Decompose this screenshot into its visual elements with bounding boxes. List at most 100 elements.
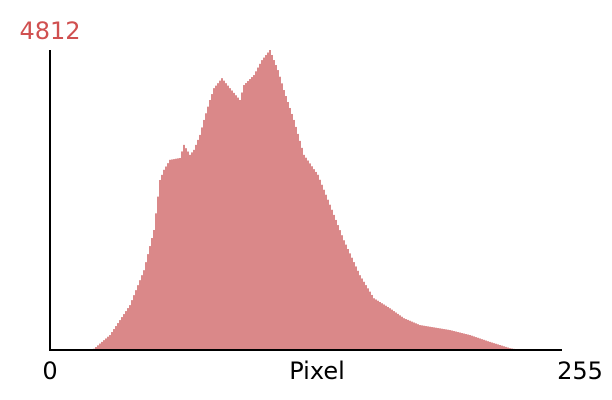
bar [473, 336, 475, 350]
bar [181, 151, 183, 350]
bar [475, 337, 477, 350]
x-tick-label: 255 [557, 357, 603, 385]
bar [197, 139, 199, 350]
bar [399, 315, 401, 350]
bar [323, 189, 325, 350]
bar [187, 151, 189, 350]
bar [121, 317, 123, 350]
bar [105, 338, 107, 350]
bar [179, 157, 181, 350]
bar [471, 335, 473, 350]
bar [441, 328, 443, 350]
bar [349, 253, 351, 350]
bar [397, 313, 399, 350]
bar [497, 344, 499, 350]
bar [171, 159, 173, 350]
bar [177, 158, 179, 350]
bar [115, 326, 117, 350]
bar [345, 244, 347, 350]
bar [321, 184, 323, 350]
bar [487, 341, 489, 350]
bar [95, 347, 97, 350]
bar [503, 346, 505, 350]
bar [305, 157, 307, 350]
bar [413, 322, 415, 350]
bar [131, 300, 133, 350]
bar [157, 196, 159, 350]
bar [403, 318, 405, 350]
bar [431, 327, 433, 350]
bar [155, 213, 157, 350]
bar [243, 85, 245, 350]
bar [465, 334, 467, 350]
bar [353, 262, 355, 350]
bar [217, 83, 219, 350]
bar [335, 219, 337, 350]
bar [203, 119, 205, 350]
bar [269, 50, 271, 350]
bar [127, 308, 129, 350]
bar [387, 306, 389, 350]
bar [215, 85, 217, 350]
bar [167, 163, 169, 350]
bar [143, 270, 145, 350]
bar [231, 90, 233, 351]
bar [279, 76, 281, 350]
bar [145, 262, 147, 350]
bar [315, 171, 317, 350]
bar [501, 345, 503, 350]
bar [415, 323, 417, 350]
bar [189, 154, 191, 350]
bar [289, 107, 291, 351]
bar [173, 159, 175, 350]
bar [343, 240, 345, 350]
bar [495, 343, 497, 350]
y-tick-label: 4812 [19, 17, 80, 45]
bar [165, 166, 167, 350]
bar [103, 340, 105, 350]
bar [411, 321, 413, 350]
bar [339, 230, 341, 350]
bar [317, 174, 319, 350]
bar [271, 54, 273, 351]
x-tick-label: 0 [42, 357, 57, 385]
bar [491, 342, 493, 350]
bar [221, 78, 223, 350]
bar [183, 144, 185, 350]
bar [331, 209, 333, 350]
bar [393, 311, 395, 350]
bar [383, 304, 385, 350]
bar [273, 60, 275, 350]
bar [507, 347, 509, 350]
bar [467, 334, 469, 350]
bar [207, 106, 209, 350]
bar [319, 179, 321, 350]
bar [303, 154, 305, 350]
bar [477, 337, 479, 350]
bar [229, 88, 231, 351]
bar [201, 127, 203, 350]
bar [329, 204, 331, 350]
bar [281, 83, 283, 350]
bar [141, 275, 143, 350]
bar [417, 324, 419, 350]
bar [223, 80, 225, 351]
bar [427, 326, 429, 350]
x-axis-label: Pixel [289, 357, 345, 385]
bar [341, 235, 343, 350]
bar [193, 149, 195, 350]
bar [379, 301, 381, 350]
bar [449, 330, 451, 350]
bar [219, 80, 221, 351]
bar [373, 298, 375, 350]
bar [327, 199, 329, 350]
bar [133, 295, 135, 350]
bar [433, 327, 435, 350]
bar [481, 339, 483, 350]
bar [463, 333, 465, 350]
bar [489, 341, 491, 350]
bar [439, 328, 441, 350]
bar [375, 299, 377, 350]
bar [137, 285, 139, 350]
bar [443, 329, 445, 350]
